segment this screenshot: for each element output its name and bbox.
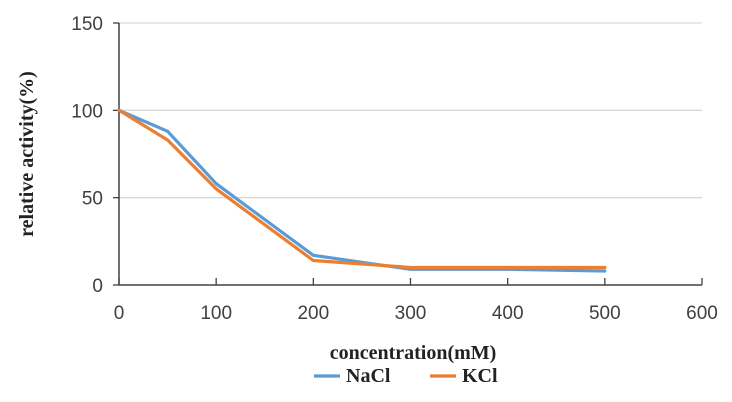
x-tick-label-200: 200 [297, 303, 329, 324]
tick-labels: 0 50 100 150 0 100 200 300 400 500 600 [71, 14, 718, 324]
gridlines [119, 22, 702, 199]
legend-label-nacl: NaCl [346, 365, 391, 387]
x-tick-label-0: 0 [114, 303, 125, 324]
series-line-nacl [117, 108, 607, 273]
x-tick-label-600: 600 [686, 303, 718, 324]
series-lines [117, 108, 607, 273]
x-tick-label-300: 300 [395, 303, 427, 324]
y-tick-label-150: 150 [71, 14, 103, 35]
legend: NaCl KCl [314, 365, 498, 387]
x-tick-label-100: 100 [200, 303, 232, 324]
y-axis-title: relative activity(%) [16, 71, 38, 237]
x-tick-label-400: 400 [492, 303, 524, 324]
legend-label-kcl: KCl [462, 365, 498, 387]
y-tick-label-50: 50 [82, 189, 103, 210]
y-tick-label-100: 100 [71, 101, 103, 122]
x-tick-label-500: 500 [589, 303, 621, 324]
series-line-kcl [117, 108, 607, 270]
x-axis-title: concentration(mM) [330, 342, 497, 364]
y-tick-label-0: 0 [92, 276, 103, 297]
axes [113, 22, 703, 286]
